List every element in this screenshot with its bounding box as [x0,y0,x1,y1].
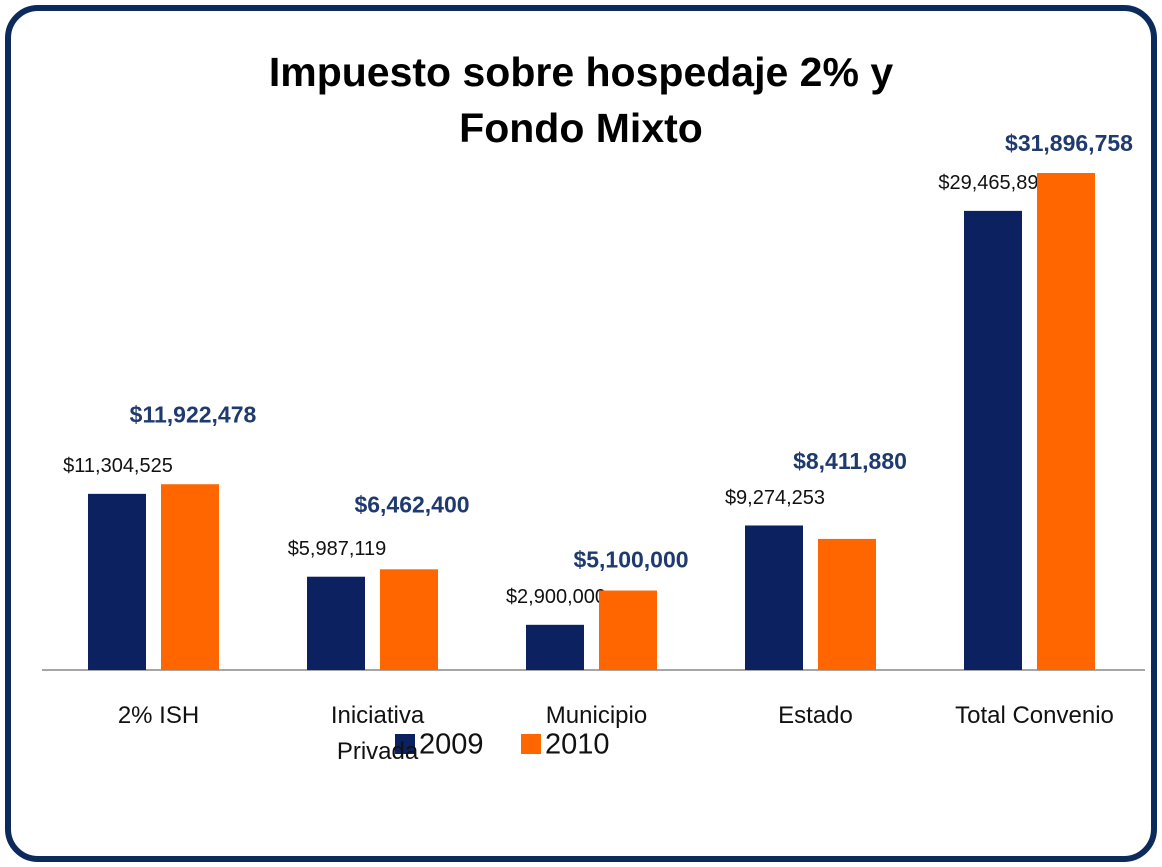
data-label: $29,465,897 [938,172,1049,194]
data-label: $5,100,000 [573,547,688,573]
legend-label: 2009 [419,729,484,761]
legend-swatch [521,734,541,754]
bar [1037,173,1095,670]
data-label: $11,304,525 [63,455,173,477]
bar [88,493,146,670]
x-tick-label: Municipio [545,702,648,729]
data-label: $6,462,400 [354,491,469,517]
x-tick-label: Iniciativa Privada [330,702,425,765]
bar [307,576,365,670]
data-label: $9,274,253 [725,487,825,509]
bar [599,590,657,670]
bar [161,484,219,670]
bar [526,624,584,670]
data-label: $2,900,000 [506,586,606,608]
legend-label: 2010 [545,729,610,761]
bar [745,525,803,670]
x-tick-label: Estado [778,702,853,729]
bar [818,538,876,670]
bar [964,210,1022,670]
data-label: $31,896,758 [1005,130,1133,156]
x-tick-label: Total Convenio [955,702,1114,729]
bar [380,569,438,670]
chart-title: Impuesto sobre hospedaje 2% y Fondo Mixt… [268,49,894,151]
legend-swatch [395,734,415,754]
x-tick-label: 2% ISH [117,702,200,729]
data-label: $11,922,478 [130,401,257,427]
data-label: $5,987,119 [288,538,387,560]
data-label: $8,411,880 [793,448,907,474]
